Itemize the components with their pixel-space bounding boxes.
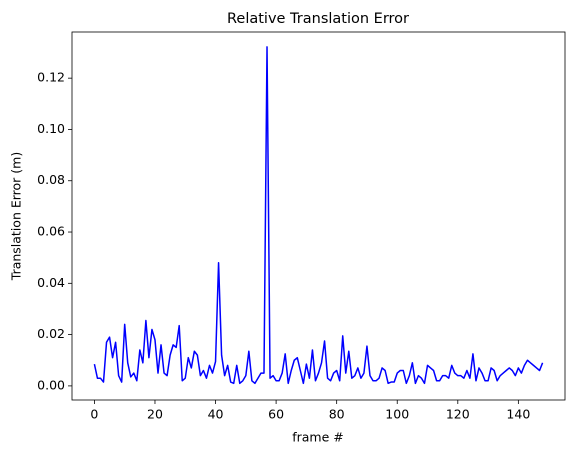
x-tick-label: 80 — [329, 407, 345, 422]
y-tick-label: 0.10 — [37, 121, 65, 136]
y-axis-label: Translation Error (m) — [9, 152, 24, 281]
x-tick-label: 0 — [90, 407, 98, 422]
line-series — [93, 46, 544, 385]
x-tick-label: 40 — [208, 407, 224, 422]
x-tick-label: 60 — [268, 407, 284, 422]
x-axis-label: frame # — [292, 430, 344, 445]
plot-frame — [71, 31, 566, 401]
y-tick-label: 0.12 — [37, 70, 65, 85]
x-tick-label: 20 — [147, 407, 163, 422]
y-tick-label: 0.04 — [37, 275, 65, 290]
y-tick-label: 0.08 — [37, 172, 65, 187]
x-tick-label: 100 — [385, 407, 409, 422]
x-tick-label: 120 — [446, 407, 470, 422]
y-tick-label: 0.02 — [37, 326, 65, 341]
chart-title: Relative Translation Error — [227, 11, 409, 27]
y-tick-label: 0.00 — [37, 377, 65, 392]
x-tick-label: 140 — [506, 407, 530, 422]
y-tick-label: 0.06 — [37, 224, 65, 239]
